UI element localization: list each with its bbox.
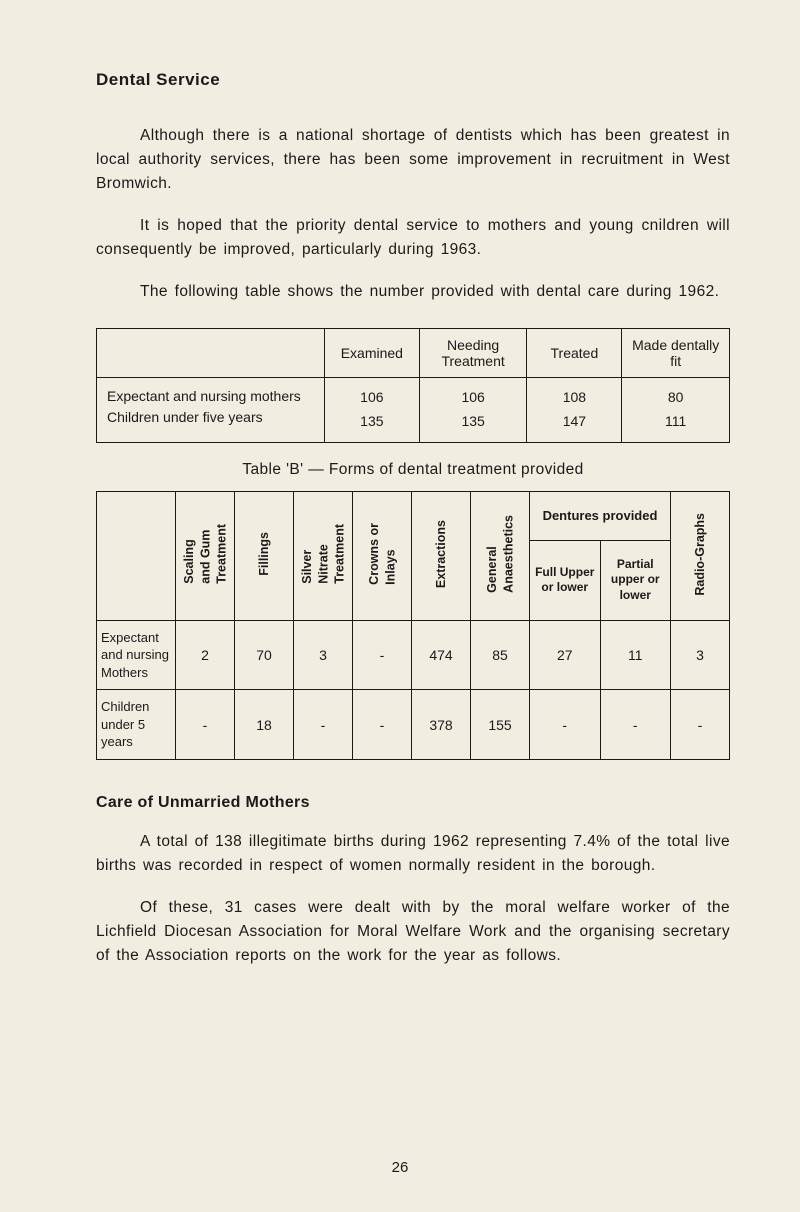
- cell: 18: [235, 690, 294, 760]
- cell-examined: 106 135: [324, 378, 419, 443]
- table-header-row: Examined Needing Treatment Treated Made …: [97, 329, 730, 378]
- col-extractions: Extractions: [412, 491, 471, 620]
- paragraph: A total of 138 illegitimate births durin…: [96, 830, 730, 878]
- table-row: Expectant and nursing mothers Children u…: [97, 378, 730, 443]
- table-row: Expectant and nursing Mothers 2 70 3 - 4…: [97, 620, 730, 690]
- col-crowns: Crowns or Inlays: [353, 491, 412, 620]
- col-header-treated: Treated: [527, 329, 622, 378]
- cell: 3: [671, 620, 730, 690]
- section-title: Dental Service: [96, 70, 730, 90]
- col-full-upper-lower: Full Upper or lower: [530, 540, 601, 620]
- summary-table: Examined Needing Treatment Treated Made …: [96, 328, 730, 443]
- cell: -: [294, 690, 353, 760]
- table-row: Children under 5 years - 18 - - 378 155 …: [97, 690, 730, 760]
- paragraph: It is hoped that the priority dental ser…: [96, 214, 730, 262]
- col-anaesthetics: General Anaesthetics: [471, 491, 530, 620]
- col-header-made-fit: Made dentally fit: [622, 329, 730, 378]
- row-label-mothers: Expectant and nursing Mothers: [97, 620, 176, 690]
- table-b-caption: Table 'B' — Forms of dental treatment pr…: [96, 461, 730, 479]
- cell: -: [176, 690, 235, 760]
- treatment-forms-table: Scaling and Gum Treatment Fillings Silve…: [96, 491, 730, 760]
- col-header-needing: Needing Treatment: [419, 329, 527, 378]
- col-radio-graphs: Radio-Graphs: [671, 491, 730, 620]
- paragraph: The following table shows the number pro…: [96, 280, 730, 304]
- table2-header-row: Scaling and Gum Treatment Fillings Silve…: [97, 491, 730, 540]
- col-fillings: Fillings: [235, 491, 294, 620]
- cell-needing: 106 135: [419, 378, 527, 443]
- cell: 85: [471, 620, 530, 690]
- col-scaling: Scaling and Gum Treatment: [176, 491, 235, 620]
- col-header-blank: [97, 329, 325, 378]
- subsection-title: Care of Unmarried Mothers: [96, 794, 730, 812]
- col-header-examined: Examined: [324, 329, 419, 378]
- cell: 70: [235, 620, 294, 690]
- cell: 155: [471, 690, 530, 760]
- cell: -: [600, 690, 671, 760]
- row-label-children: Children under 5 years: [97, 690, 176, 760]
- cell: 378: [412, 690, 471, 760]
- cell: 11: [600, 620, 671, 690]
- col-silver-nitrate: Silver Nitrate Treatment: [294, 491, 353, 620]
- row-label: Expectant and nursing mothers Children u…: [97, 378, 325, 443]
- cell-treated: 108 147: [527, 378, 622, 443]
- paragraph: Of these, 31 cases were dealt with by th…: [96, 896, 730, 968]
- cell: 2: [176, 620, 235, 690]
- col-blank: [97, 491, 176, 620]
- cell: 3: [294, 620, 353, 690]
- cell: -: [353, 690, 412, 760]
- cell: -: [353, 620, 412, 690]
- col-dentures-group: Dentures provided: [530, 491, 671, 540]
- cell-made-fit: 80 111: [622, 378, 730, 443]
- paragraph: Although there is a national shortage of…: [96, 124, 730, 196]
- cell: -: [530, 690, 601, 760]
- cell: 474: [412, 620, 471, 690]
- col-partial-upper-lower: Partial upper or lower: [600, 540, 671, 620]
- document-page: Dental Service Although there is a natio…: [0, 0, 800, 1212]
- cell: -: [671, 690, 730, 760]
- cell: 27: [530, 620, 601, 690]
- page-number: 26: [0, 1159, 800, 1176]
